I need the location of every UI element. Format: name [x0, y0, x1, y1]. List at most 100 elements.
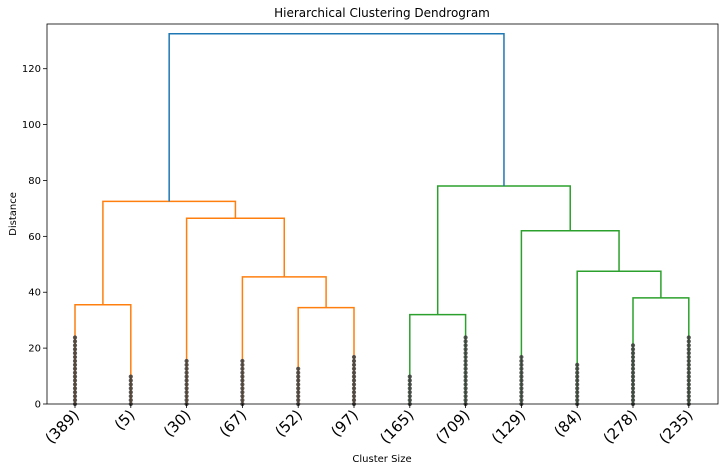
- dendrogram-link: [436, 185, 571, 315]
- leaf-dots: [184, 358, 189, 407]
- leaf-dot: [686, 335, 691, 340]
- leaf-dot: [519, 366, 524, 371]
- x-tick-label: (278): [600, 406, 641, 447]
- leaf-dot: [72, 362, 78, 367]
- leaf-dot: [240, 366, 245, 371]
- leaf-dots: [575, 362, 580, 407]
- leaf-dot: [407, 382, 412, 387]
- leaf-dot: [575, 370, 580, 375]
- leaf-dot: [351, 366, 357, 371]
- leaf-dot: [463, 378, 468, 383]
- y-tick-label: 20: [28, 344, 41, 355]
- leaf-dot: [686, 374, 691, 379]
- leaf-dot: [240, 358, 245, 364]
- leaf-dot: [184, 362, 189, 367]
- leaf-dot: [463, 366, 468, 371]
- leaf-dot: [463, 347, 468, 352]
- leaf-dot: [296, 394, 301, 399]
- y-tick-label: 80: [28, 176, 41, 187]
- leaf-dot: [128, 382, 133, 387]
- leaf-dot: [519, 370, 524, 375]
- leaf-dot: [686, 343, 691, 348]
- leaf-dot: [630, 358, 636, 364]
- leaf-dot: [686, 378, 691, 383]
- leaf-dot: [519, 354, 524, 360]
- leaf-dot: [630, 370, 636, 375]
- leaf-dot: [463, 351, 468, 356]
- y-tick-label: 40: [28, 288, 41, 299]
- leaf-dot: [519, 378, 524, 383]
- leaf-dot: [72, 390, 78, 395]
- leaf-dot: [519, 397, 524, 403]
- leaf-dot: [184, 370, 189, 375]
- leaf-dot: [296, 390, 301, 395]
- leaf-dot: [463, 374, 468, 379]
- dendrogram-link: [185, 217, 285, 404]
- leaf-dot: [184, 390, 189, 395]
- leaf-dot: [351, 358, 357, 364]
- y-axis-ticks: 0 20 40 60 80 100 120: [22, 64, 47, 411]
- leaf-dot: [296, 366, 301, 371]
- leaf-dots: [407, 374, 412, 407]
- leaf-dot: [184, 374, 189, 379]
- leaf-dots: [686, 335, 691, 407]
- dendrogram-link: [241, 276, 327, 404]
- leaf-dot: [519, 382, 524, 387]
- dendrogram-link: [576, 270, 662, 404]
- leaf-dot: [184, 386, 189, 391]
- leaf-dot: [630, 347, 636, 352]
- leaf-dots: [240, 358, 245, 407]
- chart-title: Hierarchical Clustering Dendrogram: [274, 6, 490, 20]
- leaf-dot: [686, 358, 691, 364]
- leaf-dot: [240, 390, 245, 395]
- leaf-dot: [184, 382, 189, 387]
- dendrogram-link: [168, 33, 505, 202]
- leaf-dot: [463, 394, 468, 399]
- leaf-dot: [240, 362, 245, 367]
- leaf-dot: [575, 362, 580, 367]
- y-tick-label: 120: [22, 64, 41, 75]
- leaf-dot: [407, 374, 412, 379]
- leaf-dot: [184, 397, 189, 403]
- y-tick-label: 0: [35, 400, 41, 411]
- leaf-dot: [72, 378, 78, 383]
- leaf-dot: [351, 378, 357, 383]
- leaf-dot: [686, 366, 691, 371]
- leaf-dots: [296, 366, 301, 407]
- leaf-dot: [72, 394, 78, 399]
- leaf-dot: [351, 354, 357, 360]
- leaf-dot: [686, 354, 691, 360]
- leaf-dot: [128, 397, 133, 403]
- leaf-dot: [240, 370, 245, 375]
- dendrogram-links: [74, 33, 690, 404]
- leaf-dot: [519, 358, 524, 364]
- x-tick-label: (709): [432, 406, 473, 447]
- leaf-dots: [519, 354, 524, 407]
- leaf-dot: [296, 378, 301, 383]
- leaf-dot: [686, 397, 691, 403]
- leaf-dot: [630, 354, 636, 360]
- leaf-dots: [72, 335, 78, 407]
- x-tick-label: (389): [42, 406, 83, 447]
- leaf-dot: [407, 397, 412, 403]
- leaf-dot: [128, 386, 133, 391]
- leaf-dots: [128, 374, 133, 407]
- leaf-dot: [296, 397, 301, 403]
- leaf-dot: [686, 339, 691, 344]
- leaf-dot: [240, 382, 245, 387]
- leaf-dot: [72, 343, 78, 348]
- leaf-dot: [463, 370, 468, 375]
- leaf-dot: [72, 335, 78, 340]
- leaf-dot: [296, 386, 301, 391]
- leaf-dot: [240, 397, 245, 403]
- leaf-dot: [351, 374, 357, 379]
- leaf-dot: [351, 370, 357, 375]
- x-tick-label: (235): [655, 406, 696, 447]
- leaf-dot: [575, 397, 580, 403]
- leaf-dot: [686, 347, 691, 352]
- leaf-dot: [72, 397, 78, 403]
- leaf-dots: [351, 354, 357, 407]
- leaf-dot: [407, 390, 412, 395]
- leaf-dot: [72, 354, 78, 360]
- leaf-dot: [240, 378, 245, 383]
